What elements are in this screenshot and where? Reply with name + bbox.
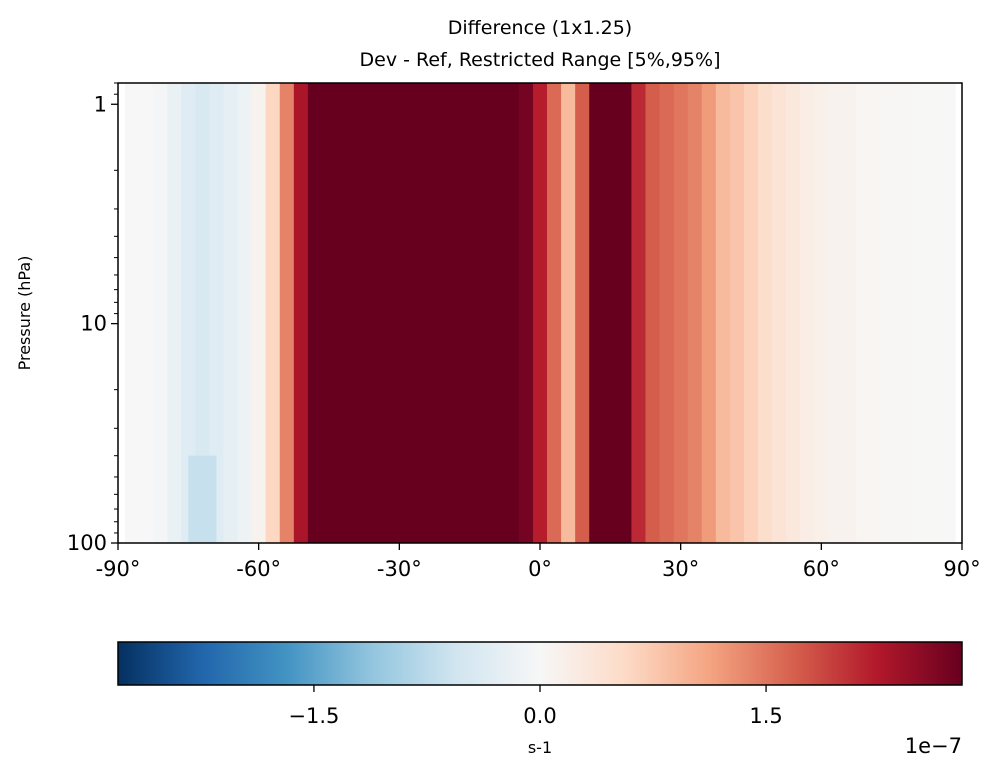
heatmap-column bbox=[209, 83, 225, 543]
x-tick-label: -30° bbox=[377, 557, 422, 581]
heatmap-column bbox=[842, 83, 858, 543]
heatmap-column bbox=[434, 83, 450, 543]
heatmap-column bbox=[617, 83, 633, 543]
heatmap-column bbox=[673, 83, 689, 543]
heatmap-column bbox=[364, 83, 379, 543]
heatmap-column bbox=[279, 83, 295, 543]
heatmap-column bbox=[912, 83, 928, 543]
heatmap-column bbox=[645, 83, 661, 543]
heatmap-column bbox=[884, 83, 900, 543]
y-axis-label: Pressure (hPa) bbox=[15, 256, 34, 371]
heatmap-column bbox=[392, 83, 407, 543]
heatmap-column bbox=[575, 83, 590, 543]
heatmap-column bbox=[181, 83, 196, 543]
heatmap-column bbox=[729, 83, 745, 543]
heatmap-column bbox=[504, 83, 520, 543]
heatmap-column bbox=[589, 83, 604, 543]
colorbar-axis: −1.5 0.0 1.5 bbox=[288, 685, 783, 728]
x-axis: -90° -60° -30° 0° 30° 60° 90° bbox=[96, 543, 981, 581]
heatmap-column bbox=[237, 83, 253, 543]
heatmap-column bbox=[800, 83, 815, 543]
y-axis: 1 10 100 bbox=[67, 82, 118, 555]
heatmap-column bbox=[448, 83, 464, 543]
x-tick-label: 90° bbox=[943, 557, 980, 581]
x-tick-label: 30° bbox=[662, 557, 699, 581]
heatmap-column bbox=[125, 83, 140, 543]
x-tick-label: 60° bbox=[803, 557, 840, 581]
colorbar-tick-label: −1.5 bbox=[288, 704, 339, 728]
heatmap-column bbox=[772, 83, 787, 543]
heatmap-column bbox=[659, 83, 675, 543]
heatmap-column bbox=[701, 83, 717, 543]
heatmap-column bbox=[406, 83, 422, 543]
heatmap-column bbox=[378, 83, 393, 543]
heatmap-column bbox=[758, 83, 773, 543]
heatmap-column bbox=[490, 83, 506, 543]
x-tick-label: -60° bbox=[236, 557, 281, 581]
heatmap-cells bbox=[125, 83, 956, 543]
heatmap-column bbox=[167, 83, 182, 543]
polar-anomaly-cells bbox=[188, 455, 217, 543]
heatmap-column bbox=[828, 83, 844, 543]
heatmap-column bbox=[518, 83, 534, 543]
heatmap-column bbox=[321, 83, 337, 543]
heatmap-column bbox=[251, 83, 267, 543]
colorbar-tick-label: 0.0 bbox=[523, 704, 556, 728]
colorbar-offset-text: 1e−7 bbox=[905, 734, 962, 758]
y-tick-label: 10 bbox=[80, 312, 107, 336]
heatmap-column bbox=[139, 83, 154, 543]
heatmap-column bbox=[814, 83, 829, 543]
x-tick-label: 0° bbox=[528, 557, 552, 581]
heatmap-column bbox=[350, 83, 365, 543]
heatmap-column bbox=[547, 83, 562, 543]
heatmap-column bbox=[476, 83, 492, 543]
heatmap-column bbox=[336, 83, 351, 543]
x-tick-label: -90° bbox=[96, 557, 141, 581]
heatmap-column bbox=[532, 83, 548, 543]
heatmap-column bbox=[293, 83, 309, 543]
heatmap-column bbox=[926, 83, 942, 543]
heatmap-column bbox=[743, 83, 759, 543]
heatmap-column bbox=[687, 83, 703, 543]
colorbar-label: s-1 bbox=[528, 738, 552, 757]
heatmap-column bbox=[715, 83, 731, 543]
chart-title-line2: Dev - Ref, Restricted Range [5%,95%] bbox=[360, 49, 721, 71]
heatmap-column bbox=[870, 83, 886, 543]
y-tick-label: 100 bbox=[67, 531, 107, 555]
heatmap-column bbox=[631, 83, 647, 543]
heatmap-column bbox=[898, 83, 914, 543]
heatmap-column bbox=[786, 83, 801, 543]
colorbar-tick-label: 1.5 bbox=[749, 704, 782, 728]
chart-title-line1: Difference (1x1.25) bbox=[448, 17, 632, 39]
heatmap-column bbox=[265, 83, 281, 543]
y-tick-label: 1 bbox=[94, 92, 107, 116]
heatmap-column bbox=[223, 83, 239, 543]
heatmap-column bbox=[561, 83, 576, 543]
heatmap-column bbox=[603, 83, 618, 543]
heatmap-column bbox=[856, 83, 872, 543]
heatmap-column bbox=[307, 83, 323, 543]
heatmap-column bbox=[940, 83, 956, 543]
heatmap-column bbox=[195, 83, 211, 543]
heatmap-column bbox=[462, 83, 478, 543]
colorbar bbox=[117, 641, 963, 686]
heatmap-column bbox=[153, 83, 168, 543]
heatmap-anomaly-cell bbox=[188, 455, 217, 543]
heatmap-column bbox=[420, 83, 436, 543]
